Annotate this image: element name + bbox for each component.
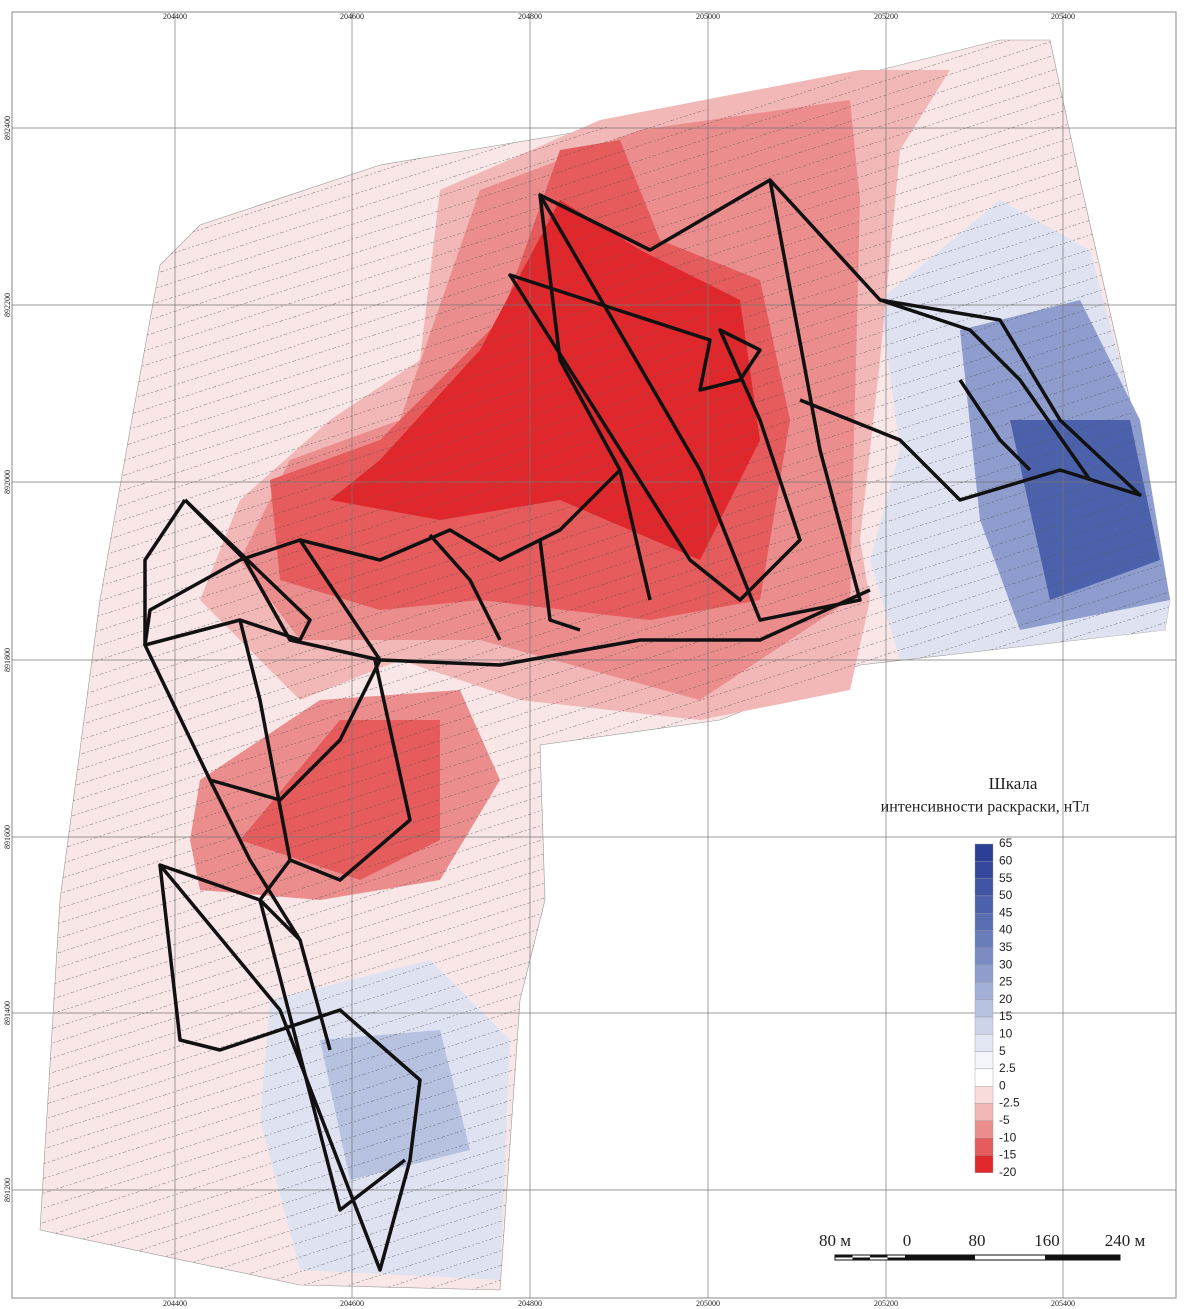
legend-label: 55 [999,871,1013,885]
y-coordinate-label: 891800 [3,648,12,672]
legend-swatch [975,1017,993,1034]
legend-label: 50 [999,888,1013,902]
scale-label: 240 м [1105,1231,1146,1250]
legend-label: 0 [999,1078,1006,1092]
legend-swatch [975,1086,993,1103]
legend-label: -20 [999,1165,1017,1179]
y-coordinate-label: 892400 [3,116,12,140]
y-coordinate-label: 891400 [3,1001,12,1025]
x-coordinate-label: 205200 [874,1299,898,1308]
x-coordinate-label: 205000 [696,1299,720,1308]
legend-swatch [975,1104,993,1121]
legend-title: Шкала [989,774,1038,793]
x-coordinate-label: 204400 [163,1299,187,1308]
legend-label: -2.5 [999,1096,1020,1110]
legend-label: 10 [999,1026,1013,1040]
legend-swatch [975,844,993,861]
y-coordinate-label: 892200 [3,293,12,317]
scale-bar [835,1255,1120,1260]
x-coordinate-label: 205400 [1051,1299,1075,1308]
x-coordinate-label: 204400 [163,12,187,21]
map: 65 60 55 50 45 40 35 30 25 20 15 10 5 2.5 0 -2.5 -5 -10 -1… [0,0,1186,1309]
legend-label: 20 [999,992,1013,1006]
legend-label: 35 [999,940,1013,954]
legend-swatch [975,1138,993,1155]
legend-swatch [975,931,993,948]
legend-label: -15 [999,1148,1017,1162]
y-coordinate-label: 891600 [3,825,12,849]
legend-label: 40 [999,923,1013,937]
legend-label: -10 [999,1130,1017,1144]
x-coordinate-label: 205400 [1051,12,1075,21]
legend-label: 2.5 [999,1061,1016,1075]
legend-swatch [975,913,993,930]
legend-label: 15 [999,1009,1013,1023]
legend-label: 65 [999,836,1013,850]
y-coordinate-label: 891200 [3,1178,12,1202]
legend-swatch [975,982,993,999]
legend-swatch [975,948,993,965]
legend-swatch [975,1034,993,1051]
scale-label: 80 м [819,1231,851,1250]
legend-swatch [975,896,993,913]
legend-subtitle: интенсивности раскраски, нТл [881,799,1090,816]
x-coordinate-label: 204800 [518,1299,542,1308]
legend-label: 60 [999,853,1013,867]
x-coordinate-label: 205000 [696,12,720,21]
x-coordinate-label: 204600 [340,12,364,21]
x-coordinate-label: 204800 [518,12,542,21]
legend-swatch [975,1155,993,1172]
x-coordinate-label: 204600 [340,1299,364,1308]
legend-swatch [975,861,993,878]
legend-swatch [975,1000,993,1017]
scale-label: 160 [1034,1231,1060,1250]
legend-label: 25 [999,975,1013,989]
legend-label: 45 [999,905,1013,919]
legend-label: 30 [999,957,1013,971]
scale-label: 0 [903,1231,912,1250]
legend-swatch [975,1069,993,1086]
legend-swatch [975,1121,993,1138]
x-coordinate-label: 205200 [874,12,898,21]
legend-swatch [975,879,993,896]
legend-swatch [975,965,993,982]
legend-swatch [975,1052,993,1069]
y-coordinate-label: 892000 [3,470,12,494]
legend-label: 5 [999,1044,1006,1058]
legend-label: -5 [999,1113,1010,1127]
scale-label: 80 [969,1231,986,1250]
